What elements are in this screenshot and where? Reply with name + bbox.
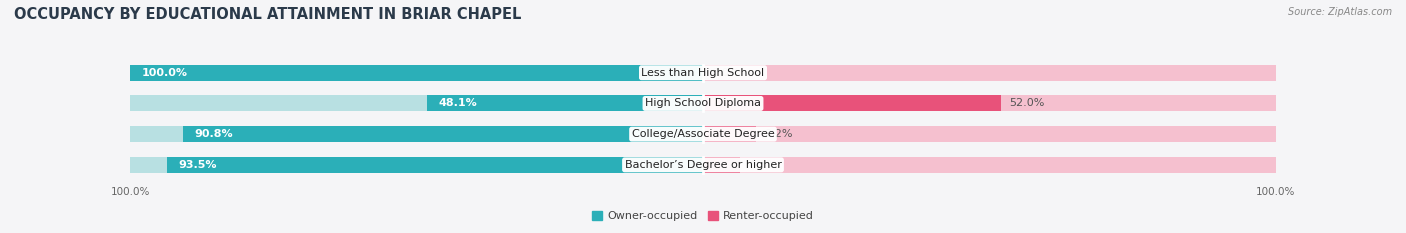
Bar [131, 157, 703, 173]
Text: 100.0%: 100.0% [142, 68, 187, 78]
Bar [131, 126, 703, 142]
Text: 0.0%: 0.0% [711, 68, 740, 78]
Bar [703, 65, 1275, 81]
Bar [167, 157, 703, 173]
Text: 48.1%: 48.1% [439, 99, 478, 108]
Text: 6.5%: 6.5% [749, 160, 778, 170]
Bar [703, 96, 1001, 111]
Bar [131, 65, 703, 81]
Bar [703, 157, 740, 173]
Bar [703, 126, 1275, 142]
Text: Bachelor’s Degree or higher: Bachelor’s Degree or higher [624, 160, 782, 170]
Bar [131, 96, 703, 111]
Bar [703, 126, 755, 142]
Text: OCCUPANCY BY EDUCATIONAL ATTAINMENT IN BRIAR CHAPEL: OCCUPANCY BY EDUCATIONAL ATTAINMENT IN B… [14, 7, 522, 22]
Text: 90.8%: 90.8% [194, 129, 233, 139]
Text: 52.0%: 52.0% [1010, 99, 1045, 108]
Text: High School Diploma: High School Diploma [645, 99, 761, 108]
Bar [703, 96, 1275, 111]
Text: Source: ZipAtlas.com: Source: ZipAtlas.com [1288, 7, 1392, 17]
Bar [131, 65, 703, 81]
Text: 93.5%: 93.5% [179, 160, 218, 170]
Bar [703, 157, 1275, 173]
Text: College/Associate Degree: College/Associate Degree [631, 129, 775, 139]
Bar [427, 96, 703, 111]
Legend: Owner-occupied, Renter-occupied: Owner-occupied, Renter-occupied [588, 207, 818, 226]
Text: Less than High School: Less than High School [641, 68, 765, 78]
Text: 9.2%: 9.2% [765, 129, 793, 139]
Bar [183, 126, 703, 142]
